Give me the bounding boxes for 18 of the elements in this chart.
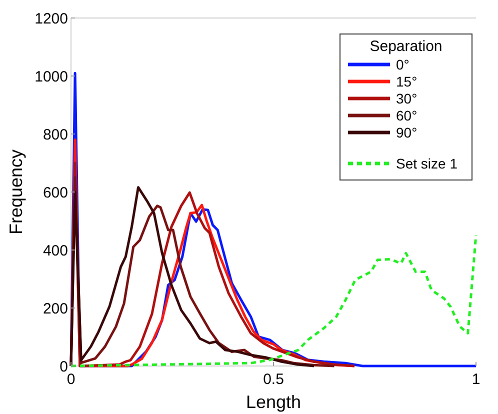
legend-label: 15° — [396, 73, 418, 90]
legend-label: 90° — [396, 124, 418, 140]
x-tick-label: 0.5 — [263, 371, 284, 388]
y-tick-label: 1000 — [34, 68, 68, 86]
x-tick-label: 1 — [472, 371, 480, 388]
y-tick-label: 600 — [42, 184, 68, 202]
y-tick-label: 200 — [42, 300, 68, 318]
y-tick-label: 1200 — [34, 10, 68, 28]
y-tick-label: 400 — [42, 242, 68, 260]
y-axis-title: Frequency — [6, 149, 26, 235]
x-axis-title: Length — [246, 392, 302, 412]
y-tick-label: 0 — [60, 358, 68, 376]
legend-label: 60° — [396, 107, 418, 124]
legend-label: 0° — [396, 56, 410, 72]
legend-label: Set size 1 — [396, 155, 458, 172]
legend-title: Separation — [370, 38, 442, 55]
y-tick-label: 800 — [42, 126, 68, 144]
legend-label: 30° — [396, 90, 418, 106]
